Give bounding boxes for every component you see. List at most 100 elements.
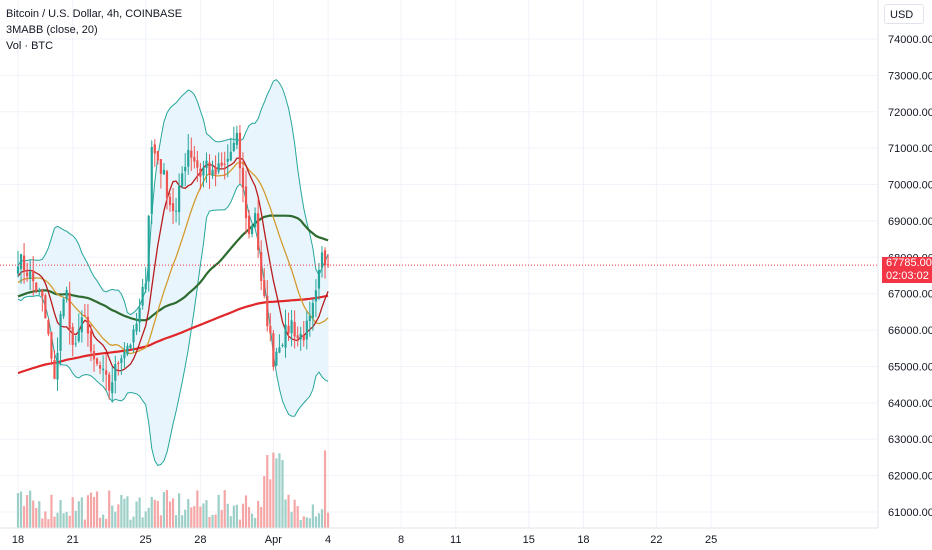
volume-bar bbox=[77, 501, 80, 528]
candle-body bbox=[47, 319, 50, 334]
volume-bar bbox=[80, 497, 83, 528]
candle-body bbox=[305, 320, 308, 340]
volume-bar bbox=[278, 453, 281, 528]
candle-body bbox=[114, 363, 117, 381]
volume-bar bbox=[71, 497, 74, 528]
candle-body bbox=[171, 203, 175, 212]
candle-body bbox=[89, 330, 93, 352]
candle-body bbox=[29, 271, 32, 279]
volume-bar bbox=[105, 518, 108, 528]
volume-bar bbox=[92, 496, 96, 528]
candle-body bbox=[41, 290, 44, 297]
candle-body bbox=[235, 132, 238, 145]
volume-bar bbox=[153, 499, 156, 528]
candle-body bbox=[290, 320, 293, 334]
candle-body bbox=[126, 345, 129, 355]
currency-button[interactable]: USD bbox=[884, 4, 924, 24]
candle-body bbox=[159, 159, 162, 174]
volume-bar bbox=[296, 506, 299, 528]
volume-bar bbox=[196, 490, 199, 528]
bollinger-band-fill bbox=[18, 79, 329, 466]
candle-body bbox=[193, 156, 196, 162]
candle-body bbox=[77, 329, 80, 342]
candle-body bbox=[35, 282, 38, 292]
volume-bar bbox=[98, 517, 102, 528]
y-tick-label: 61000.00 bbox=[888, 507, 932, 519]
y-tick-label: 63000.00 bbox=[888, 434, 932, 446]
candle-body bbox=[208, 162, 211, 175]
volume-bar bbox=[111, 505, 114, 528]
volume-bar bbox=[174, 515, 178, 528]
candle-body bbox=[153, 144, 156, 154]
volume-bar bbox=[293, 499, 296, 528]
volume-bar bbox=[129, 519, 132, 528]
candle-body bbox=[187, 149, 190, 167]
volume-bar bbox=[56, 512, 59, 528]
volume-bar bbox=[281, 459, 284, 528]
candle-body bbox=[19, 254, 23, 270]
candle-body bbox=[162, 169, 166, 175]
x-tick-label: 25 bbox=[705, 534, 717, 546]
ma-long-line bbox=[17, 294, 329, 375]
x-tick-label: 11 bbox=[450, 534, 461, 546]
candle-body bbox=[287, 325, 290, 334]
candle-body bbox=[108, 374, 111, 391]
candle-body bbox=[320, 252, 324, 268]
candle-body bbox=[117, 362, 120, 365]
y-tick-label: 69000.00 bbox=[888, 216, 932, 228]
candle-body bbox=[229, 151, 232, 161]
candle-body bbox=[56, 352, 59, 380]
volume-bar bbox=[266, 455, 269, 528]
volume-label: Vol · BTC bbox=[6, 40, 54, 52]
candle-body bbox=[135, 323, 138, 332]
candle-body bbox=[205, 160, 208, 169]
x-tick-label: 18 bbox=[577, 534, 589, 546]
candle-body bbox=[226, 158, 229, 162]
candle-body bbox=[244, 186, 248, 219]
volume-bar bbox=[156, 501, 159, 528]
candle-body bbox=[129, 344, 132, 349]
candle-body bbox=[50, 331, 53, 359]
volume-bar bbox=[184, 509, 187, 528]
volume-bar bbox=[138, 497, 141, 528]
candle-body bbox=[220, 162, 223, 166]
candle-body bbox=[254, 213, 257, 228]
volume-bar bbox=[65, 511, 68, 528]
candle-body bbox=[111, 382, 114, 394]
volume-bar bbox=[238, 519, 242, 528]
bollinger-lower-line bbox=[17, 183, 329, 467]
candle-body bbox=[26, 272, 29, 277]
candle-body bbox=[217, 163, 220, 172]
volume-bar bbox=[190, 507, 193, 528]
candle-body bbox=[98, 365, 102, 369]
volume-bar bbox=[199, 506, 202, 528]
volume-bar bbox=[181, 515, 184, 528]
x-tick-label: 8 bbox=[398, 534, 404, 546]
y-tick-label: 67000.00 bbox=[888, 289, 932, 301]
candle-body bbox=[241, 167, 245, 189]
candle-body bbox=[284, 324, 287, 348]
volume-bar bbox=[165, 490, 169, 528]
volume-bar bbox=[254, 517, 257, 528]
volume-bar bbox=[168, 501, 172, 528]
candle-body bbox=[141, 286, 144, 306]
x-tick-label: 28 bbox=[194, 534, 206, 546]
volume-bar bbox=[272, 452, 275, 528]
candle-body bbox=[238, 132, 242, 169]
candle-body bbox=[314, 290, 318, 302]
candle-body bbox=[105, 370, 108, 375]
candle-body bbox=[214, 167, 217, 175]
volume-bar bbox=[19, 491, 23, 528]
y-tick-label: 73000.00 bbox=[888, 70, 932, 82]
candle-body bbox=[123, 351, 126, 359]
volume-bar bbox=[95, 491, 99, 528]
candle-body bbox=[138, 307, 141, 323]
volume-bar bbox=[235, 504, 238, 528]
candle-body bbox=[178, 185, 181, 213]
volume-bar bbox=[83, 519, 86, 528]
volume-bar bbox=[217, 494, 220, 528]
volume-bar bbox=[26, 495, 29, 528]
indicator-label: 3MABB (close, 20) bbox=[6, 24, 98, 36]
volume-bar bbox=[284, 499, 287, 528]
